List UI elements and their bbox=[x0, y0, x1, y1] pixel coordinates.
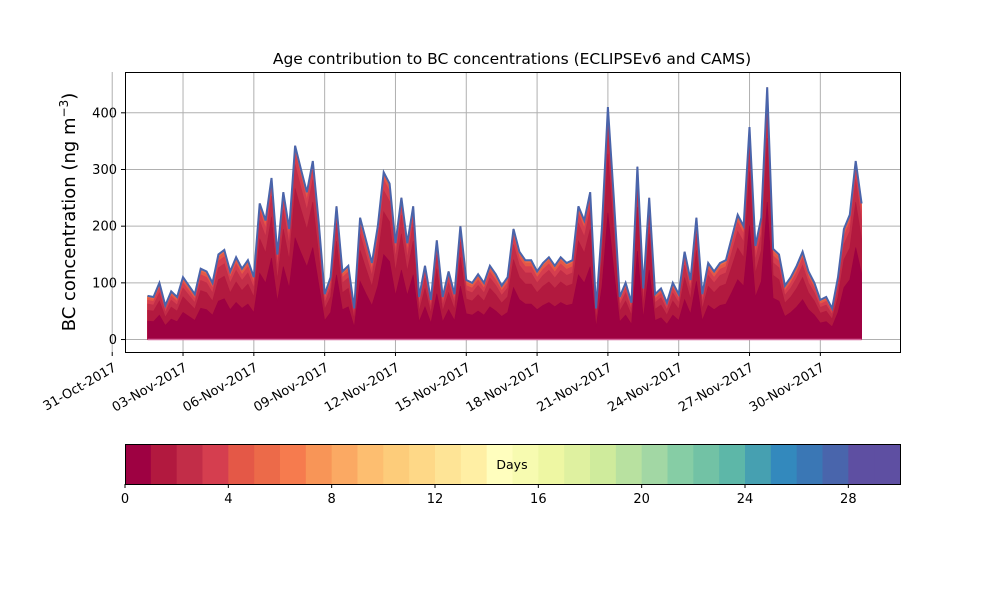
colorbar-cell bbox=[719, 444, 746, 484]
colorbar-cell bbox=[305, 444, 333, 484]
colorbar-cell bbox=[693, 444, 720, 484]
y-tick-label: 100 bbox=[92, 276, 117, 291]
y-axis-label: BC concentration (ng m−3) bbox=[57, 93, 80, 332]
y-axis-label-main: BC concentration (ng m bbox=[59, 117, 80, 331]
colorbar-cell bbox=[435, 444, 462, 484]
chart-title: Age contribution to BC concentrations (E… bbox=[273, 50, 751, 68]
colorbar-cell bbox=[460, 444, 488, 484]
colorbar-tick-label: 0 bbox=[121, 492, 129, 507]
y-tick-label: 200 bbox=[92, 220, 117, 235]
plot-area: 010020030040031-Oct-201703-Nov-201706-No… bbox=[41, 72, 901, 415]
age-layer-area bbox=[147, 201, 862, 340]
colorbar-cell bbox=[357, 444, 384, 484]
colorbar-cell bbox=[796, 444, 823, 484]
colorbar-ticks: 0 4 8 12 16 20 24 28 bbox=[121, 484, 857, 507]
colorbar: Days 0 4 8 12 16 20 24 28 bbox=[121, 444, 901, 507]
colorbar-cell bbox=[745, 444, 772, 484]
colorbar-cell bbox=[538, 444, 565, 484]
age-layer-area bbox=[147, 137, 862, 340]
colorbar-tick-label: 16 bbox=[530, 492, 547, 507]
y-axis-label-tail: ) bbox=[59, 93, 80, 100]
colorbar-cell bbox=[822, 444, 849, 484]
colorbar-cells bbox=[125, 444, 901, 484]
stacked-areas bbox=[147, 87, 863, 341]
colorbar-cell bbox=[409, 444, 436, 484]
colorbar-cell bbox=[874, 444, 901, 484]
colorbar-cell bbox=[615, 444, 643, 484]
colorbar-cell bbox=[202, 444, 229, 484]
colorbar-label: Days bbox=[496, 457, 527, 472]
y-axis-label-sup: −3 bbox=[57, 100, 71, 118]
axes-frame bbox=[125, 72, 901, 353]
colorbar-tick-label: 4 bbox=[224, 492, 232, 507]
colorbar-cell bbox=[150, 444, 178, 484]
colorbar-frame bbox=[125, 444, 901, 485]
colorbar-cell bbox=[667, 444, 694, 484]
colorbar-cell bbox=[331, 444, 358, 484]
colorbar-tick-label: 24 bbox=[737, 492, 754, 507]
colorbar-cell bbox=[228, 444, 255, 484]
colorbar-cell bbox=[280, 444, 307, 484]
y-tick-label: 300 bbox=[92, 163, 117, 178]
colorbar-cell bbox=[770, 444, 798, 484]
colorbar-cell bbox=[564, 444, 591, 484]
colorbar-cell bbox=[590, 444, 617, 484]
y-tick-label: 400 bbox=[92, 106, 117, 121]
colorbar-cell bbox=[383, 444, 410, 484]
colorbar-tick-label: 28 bbox=[840, 492, 857, 507]
colorbar-tick-label: 20 bbox=[633, 492, 650, 507]
colorbar-cell bbox=[486, 444, 513, 484]
colorbar-tick-label: 12 bbox=[427, 492, 444, 507]
colorbar-cell bbox=[176, 444, 203, 484]
colorbar-cell bbox=[254, 444, 281, 484]
colorbar-cell bbox=[641, 444, 668, 484]
colorbar-cell bbox=[125, 444, 152, 484]
colorbar-tick-label: 8 bbox=[328, 492, 336, 507]
y-tick-label: 0 bbox=[109, 333, 117, 348]
colorbar-cell bbox=[848, 444, 875, 484]
colorbar-cell bbox=[512, 444, 539, 484]
total-concentration-line bbox=[147, 87, 863, 312]
